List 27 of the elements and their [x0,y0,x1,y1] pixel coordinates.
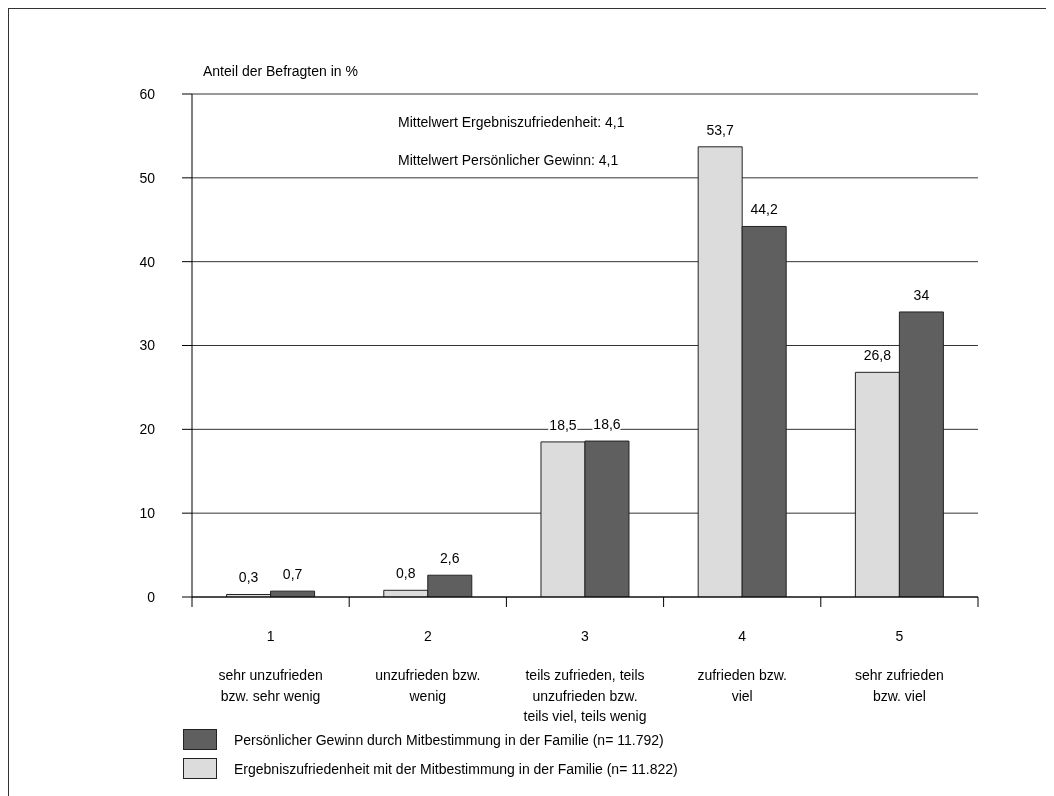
category-label: 4 zufrieden bzw. viel [697,628,787,704]
y-tick-label: 40 [139,253,156,270]
data-label: 44,2 [750,201,779,218]
data-label: 2,6 [440,550,460,567]
annotation: Mittelwert Persönlicher Gewinn: 4,1 [398,152,620,168]
y-tick-label: 10 [139,505,156,522]
legend-label: Ergebniszufriedenheit mit der Mitbestimmung in der Familie (n= 11.822) [234,760,678,777]
data-label: 18,6 [593,416,621,433]
annotation: Mittelwert Ergebniszufriedenheit: 4,1 [398,114,625,130]
data-label: 34 [913,286,930,303]
y-tick-label: 30 [139,337,156,354]
data-label: 53,7 [706,121,735,138]
category-label: 2 unzufrieden bzw. wenig [375,628,481,704]
y-tick-label: 60 [139,85,156,102]
data-label: 26,8 [863,347,892,364]
category-label: 3 teils zufrieden, teils unzufrieden bzw. teils viel, teils wenig [523,628,647,724]
y-tick-label: 0 [147,588,156,605]
legend-label: Persönlicher Gewinn durch Mitbestimmung in der Familie (n= 11.792) [234,731,664,748]
category-label: 5 sehr zufrieden bzw. viel [855,628,944,704]
y-tick-label: 20 [139,421,156,438]
y-tick-label: 50 [139,169,156,186]
data-label: 0,8 [396,565,416,582]
data-label: 0,3 [238,569,259,586]
data-label: 0,7 [282,566,303,583]
data-label: 18,5 [549,416,577,433]
category-label: 1 sehr unzufrieden bzw. sehr wenig [218,628,323,704]
y-axis-title: Anteil der Befragten in % [203,63,358,79]
